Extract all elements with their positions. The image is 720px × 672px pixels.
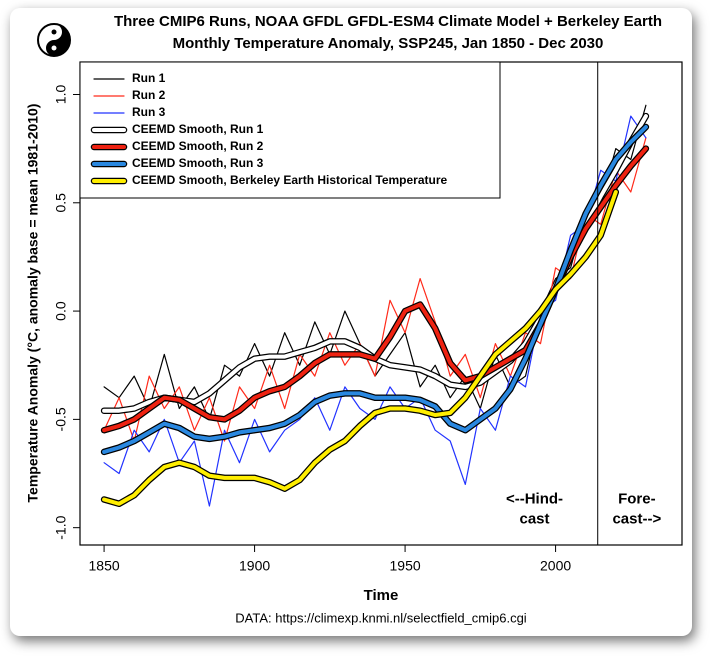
y-axis-label: Temperature Anomaly (°C, anomaly base = …	[25, 104, 41, 503]
annotation: <--Hind-	[506, 490, 563, 507]
y-tick-label: 0.5	[53, 193, 69, 213]
legend-box	[79, 61, 501, 199]
annotation: cast-->	[612, 510, 661, 527]
legend-label: Run 2	[132, 88, 166, 102]
series-line	[102, 190, 618, 506]
series-line	[103, 115, 647, 507]
x-tick-label: 2000	[540, 558, 571, 574]
plot-area	[100, 104, 650, 508]
legend-label: CEEMD Smooth, Run 3	[132, 156, 264, 170]
y-tick-label: 1.0	[53, 85, 69, 105]
legend-label: CEEMD Smooth, Run 2	[132, 139, 264, 153]
source: DATA: https://climexp.knmi.nl/selectfiel…	[235, 610, 527, 625]
x-axis-label: Time	[364, 587, 399, 604]
chart-title: Three CMIP6 Runs, NOAA GFDL GFDL-ESM4 Cl…	[114, 13, 662, 30]
legend-label: CEEMD Smooth, Run 1	[132, 122, 264, 136]
x-tick-label: 1900	[239, 558, 270, 574]
y-tick-label: -1.0	[53, 515, 69, 539]
legend-label: CEEMD Smooth, Berkeley Earth Historical …	[132, 173, 448, 187]
legend-label: Run 1	[132, 71, 166, 85]
x-tick-label: 1850	[89, 558, 120, 574]
chart-subtitle: Monthly Temperature Anomaly, SSP245, Jan…	[173, 35, 604, 52]
annotation: cast	[519, 510, 549, 527]
series-line	[103, 137, 647, 442]
logo	[37, 23, 71, 57]
y-tick-label: 0.0	[53, 301, 69, 321]
y-tick-label: -0.5	[53, 407, 69, 431]
annotation: Fore-	[618, 490, 656, 507]
x-tick-label: 1950	[390, 558, 421, 574]
legend-label: Run 3	[132, 105, 166, 119]
